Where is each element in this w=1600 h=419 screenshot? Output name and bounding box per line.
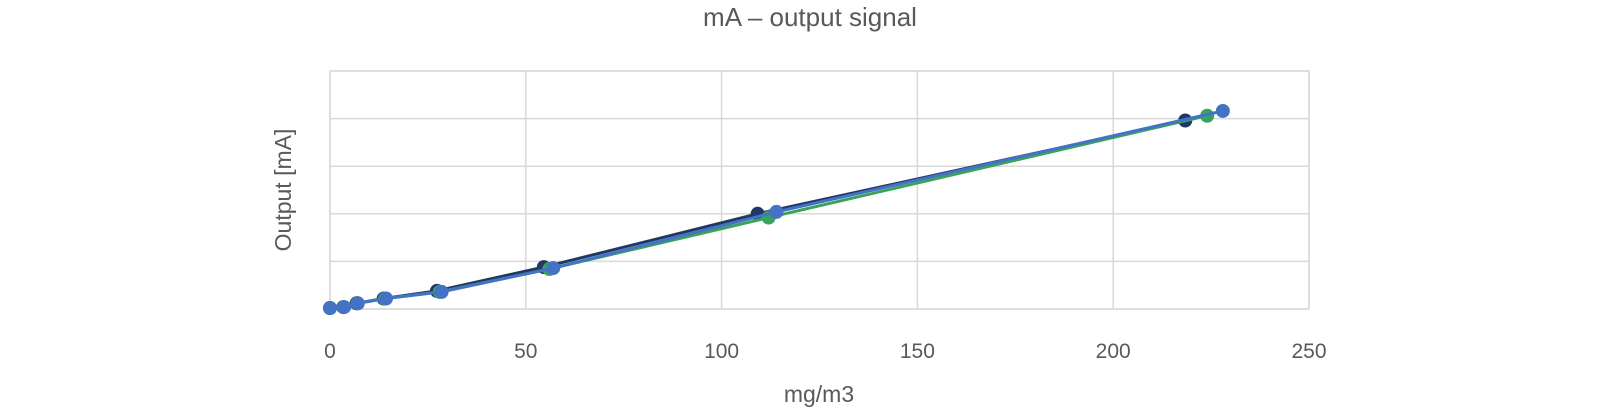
data-point: [337, 300, 352, 315]
grid: [329, 70, 1310, 310]
y-axis-label: Output [mA]: [270, 129, 296, 252]
data-point: [1215, 103, 1230, 118]
x-tick-label: 150: [900, 340, 935, 363]
chart-title: mA – output signal: [703, 2, 917, 32]
plot-area: [329, 70, 1310, 310]
x-axis-label: mg/m3: [784, 381, 854, 407]
data-point: [378, 291, 393, 306]
series-2: [323, 108, 1215, 316]
x-tick-label: 200: [1096, 340, 1131, 363]
series-3: [323, 103, 1230, 316]
x-tick-label: 250: [1291, 340, 1326, 363]
x-tick-label: 50: [514, 340, 537, 363]
data-point: [434, 284, 449, 299]
data-point: [769, 204, 784, 219]
x-axis-ticks: 0 50 100 150 200 250: [324, 340, 1326, 363]
data-point: [323, 301, 337, 316]
data-point: [546, 261, 561, 276]
series-group: [323, 103, 1230, 316]
x-tick-label: 0: [324, 340, 336, 363]
x-tick-label: 100: [704, 340, 739, 363]
data-point: [350, 296, 365, 311]
